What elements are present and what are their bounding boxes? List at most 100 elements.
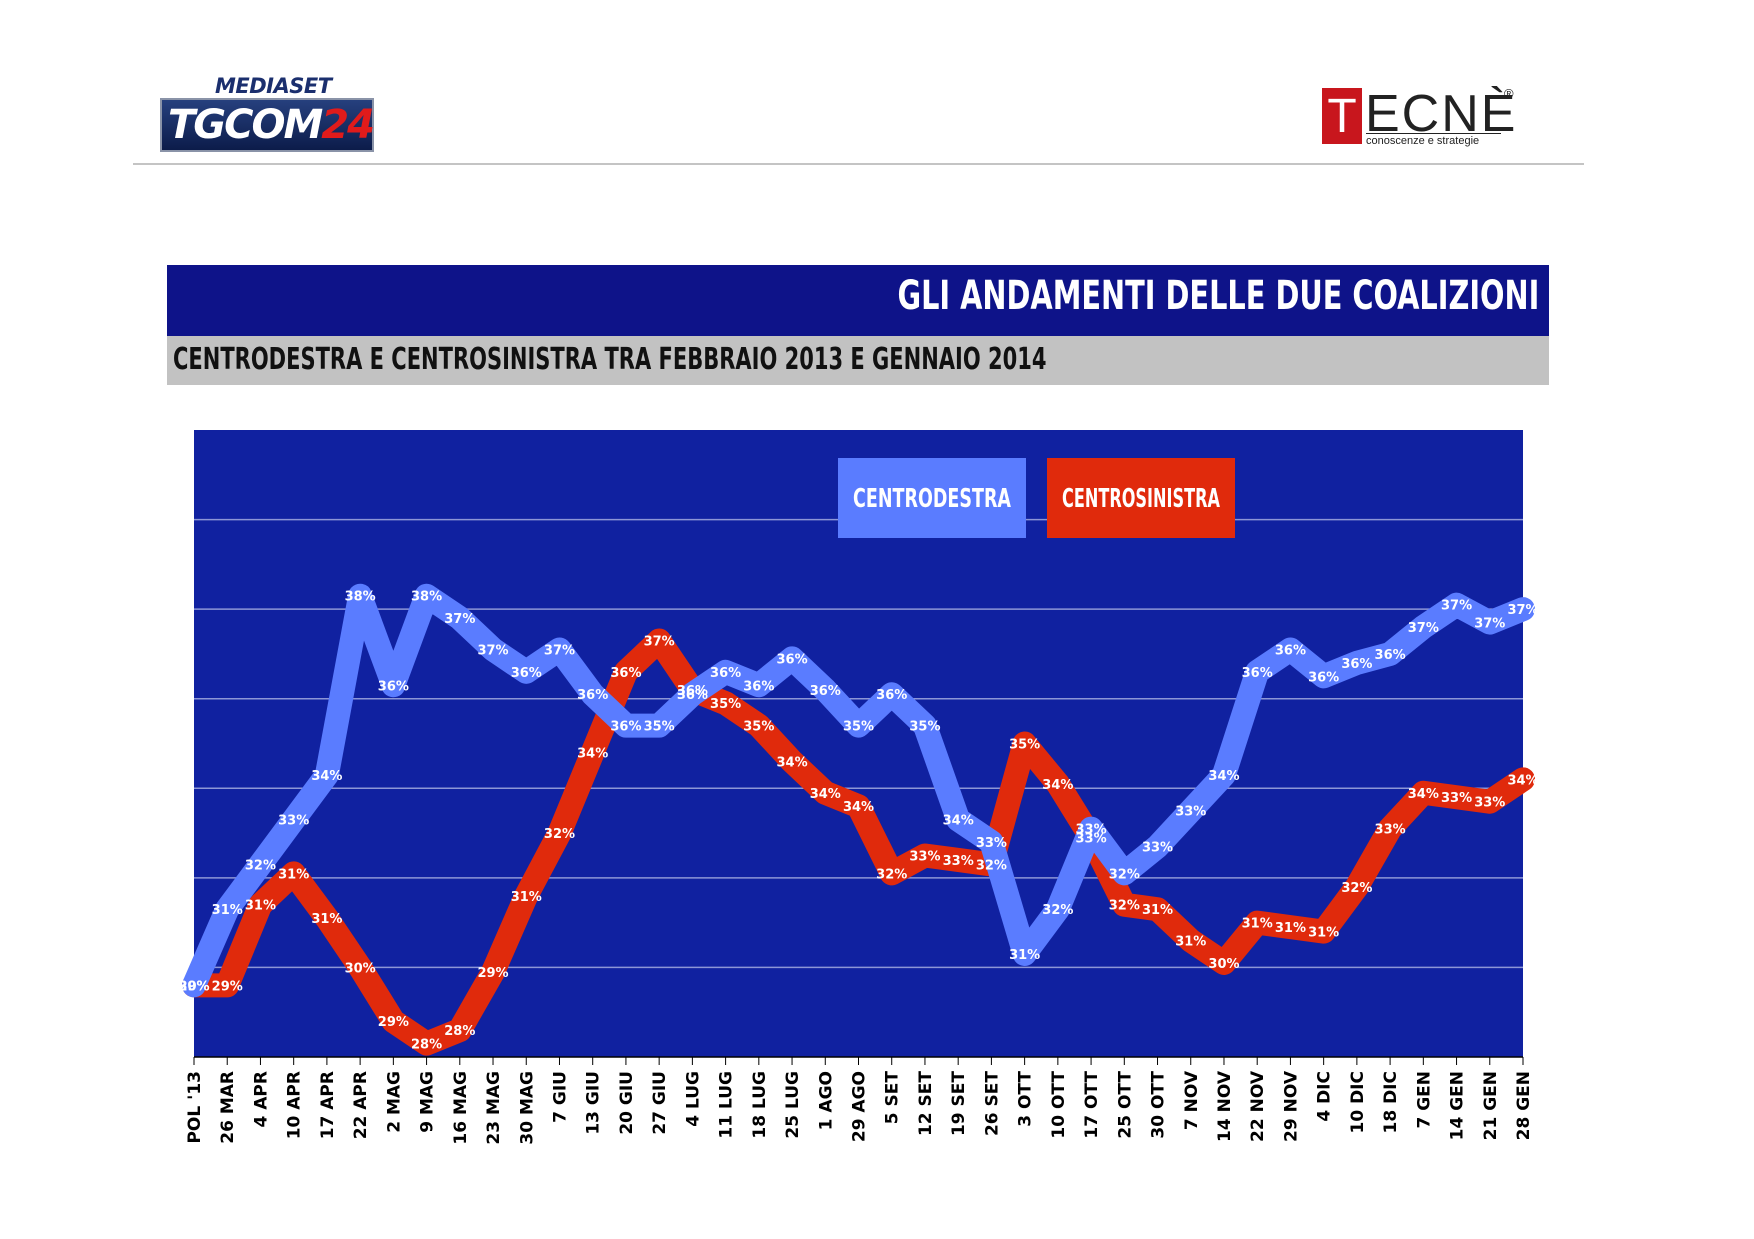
x-tick-label: 18 LUG (750, 1071, 770, 1139)
header-divider (133, 163, 1584, 165)
subtitle-bar: CENTRODESTRA E CENTROSINISTRA TRA FEBBRA… (167, 336, 1549, 385)
data-label-centrosinistra: 29% (178, 979, 209, 994)
data-label-centrosinistra: 34% (843, 800, 874, 815)
data-label-centrosinistra: 33% (1441, 791, 1472, 806)
data-label-centrosinistra: 31% (311, 912, 342, 927)
x-tick-label: 20 GIU (617, 1071, 637, 1135)
data-label-centrodestra: 36% (1242, 666, 1273, 681)
data-label-centrosinistra: 33% (943, 854, 974, 869)
data-label-centrodestra: 35% (644, 720, 675, 735)
x-tick-label: 14 GEN (1448, 1071, 1468, 1140)
data-label-centrosinistra: 34% (810, 787, 841, 802)
data-label-centrosinistra: 36% (677, 684, 708, 699)
x-tick-label: 28 GEN (1514, 1071, 1534, 1140)
x-tick-label: 26 MAR (218, 1071, 238, 1144)
data-label-centrosinistra: 35% (710, 697, 741, 712)
x-tick-label: 13 GIU (584, 1071, 604, 1135)
data-label-centrodestra: 32% (1109, 867, 1140, 882)
logo-brand-top: MEDIASET (215, 74, 332, 98)
legend-swatch-centrodestra (838, 458, 1026, 538)
data-label-centrosinistra: 32% (876, 867, 907, 882)
x-tick-label: 2 MAG (384, 1071, 404, 1133)
data-label-centrodestra: 37% (544, 643, 575, 658)
title-bar: GLI ANDAMENTI DELLE DUE COALIZIONI (167, 265, 1549, 336)
data-label-centrosinistra: 33% (1474, 796, 1505, 811)
data-label-centrodestra: 34% (1208, 769, 1239, 784)
data-label-centrosinistra: 35% (743, 720, 774, 735)
data-label-centrosinistra: 32% (544, 827, 575, 842)
x-tick-label: 21 GEN (1481, 1071, 1501, 1140)
logo-brand-box (160, 98, 374, 152)
data-label-centrosinistra: 30% (1208, 957, 1239, 972)
data-label-centrosinistra: 28% (444, 1024, 475, 1039)
x-tick-label: 17 APR (318, 1071, 338, 1139)
x-tick-label: 7 GEN (1414, 1071, 1434, 1129)
series-line-centrosinistra (182, 628, 1535, 1056)
logo-brand-number: 24 (321, 102, 375, 148)
data-label-centrosinistra: 31% (245, 899, 276, 914)
data-label-centrodestra: 36% (810, 684, 841, 699)
x-tick-label: 25 OTT (1115, 1071, 1135, 1139)
tecne-tagline: conoscenze e strategie (1366, 133, 1501, 147)
data-label-centrodestra: 38% (345, 590, 376, 605)
data-label-centrosinistra: 35% (1009, 738, 1040, 753)
data-label-centrosinistra: 33% (1076, 832, 1107, 847)
data-label-centrodestra: 35% (909, 720, 940, 735)
data-label-centrosinistra: 33% (1375, 823, 1406, 838)
x-tick-label: 30 MAG (517, 1071, 537, 1145)
data-label-centrodestra: 36% (677, 688, 708, 703)
data-label-centrodestra: 31% (1009, 948, 1040, 963)
tecne-logo-initial: T (1322, 88, 1362, 144)
data-label-centrodestra: 32% (245, 858, 276, 873)
x-tick-label: 29 NOV (1281, 1070, 1301, 1142)
x-tick-label: 7 NOV (1182, 1070, 1202, 1130)
logo-brand-word: TGCOM (168, 102, 323, 148)
data-label-centrodestra: 36% (610, 720, 641, 735)
x-tick-label: 23 MAG (484, 1071, 504, 1145)
data-label-centrosinistra: 31% (511, 890, 542, 905)
data-label-centrodestra: 37% (477, 643, 508, 658)
data-label-centrosinistra: 28% (411, 1038, 442, 1053)
data-label-centrodestra: 38% (411, 590, 442, 605)
data-label-centrodestra: 37% (1408, 621, 1439, 636)
data-label-centrodestra: 33% (278, 814, 309, 829)
data-label-centrosinistra: 32% (1109, 899, 1140, 914)
data-label-centrodestra: 31% (212, 903, 243, 918)
data-label-centrodestra: 36% (1375, 648, 1406, 663)
data-label-centrodestra: 33% (1076, 823, 1107, 838)
x-tick-label: 22 NOV (1248, 1070, 1268, 1142)
data-label-centrosinistra: 32% (1341, 881, 1372, 896)
data-label-centrosinistra: 34% (1042, 778, 1073, 793)
tecne-logo: T ECNÈ ® conoscenze e strategie (1322, 85, 1522, 147)
data-label-centrosinistra: 34% (577, 746, 608, 761)
data-label-centrosinistra: 31% (1175, 935, 1206, 950)
data-label-centrosinistra: 31% (1142, 903, 1173, 918)
mediaset-tgcom24-logo: MEDIASET TGCOM24 (160, 74, 375, 154)
data-label-centrodestra: 34% (311, 769, 342, 784)
tecne-registered-mark: ® (1504, 86, 1514, 101)
legend-label-centrosinistra: CENTROSINISTRA (1062, 484, 1220, 514)
tecne-logo-rest: ECNÈ (1365, 85, 1518, 143)
data-label-centrodestra: 36% (1275, 643, 1306, 658)
x-tick-label: 11 LUG (717, 1071, 737, 1139)
x-tick-label: 10 DIC (1348, 1071, 1368, 1134)
legend-label-centrodestra: CENTRODESTRA (853, 484, 1011, 514)
x-tick-label: 4 DIC (1315, 1071, 1335, 1122)
data-label-centrosinistra: 31% (1308, 926, 1339, 941)
data-label-centrodestra: 37% (1474, 617, 1505, 632)
data-label-centrodestra: 36% (378, 679, 409, 694)
x-tick-label: POL '13 (185, 1071, 205, 1144)
series-line-centrodestra (182, 583, 1535, 998)
data-label-centrosinistra: 29% (477, 966, 508, 981)
x-tick-label: 4 APR (251, 1071, 271, 1127)
data-label-centrosinistra: 33% (909, 849, 940, 864)
data-label-centrosinistra: 29% (378, 1015, 409, 1030)
data-label-centrodestra: 36% (577, 688, 608, 703)
x-tick-label: 4 LUG (683, 1071, 703, 1127)
page-subtitle: CENTRODESTRA E CENTROSINISTRA TRA FEBBRA… (173, 342, 1047, 377)
x-tick-label: 27 GIU (650, 1071, 670, 1135)
data-label-centrosinistra: 34% (1408, 787, 1439, 802)
data-label-centrodestra: 32% (1042, 903, 1073, 918)
data-label-centrosinistra: 29% (212, 979, 243, 994)
x-tick-label: 17 OTT (1082, 1071, 1102, 1139)
